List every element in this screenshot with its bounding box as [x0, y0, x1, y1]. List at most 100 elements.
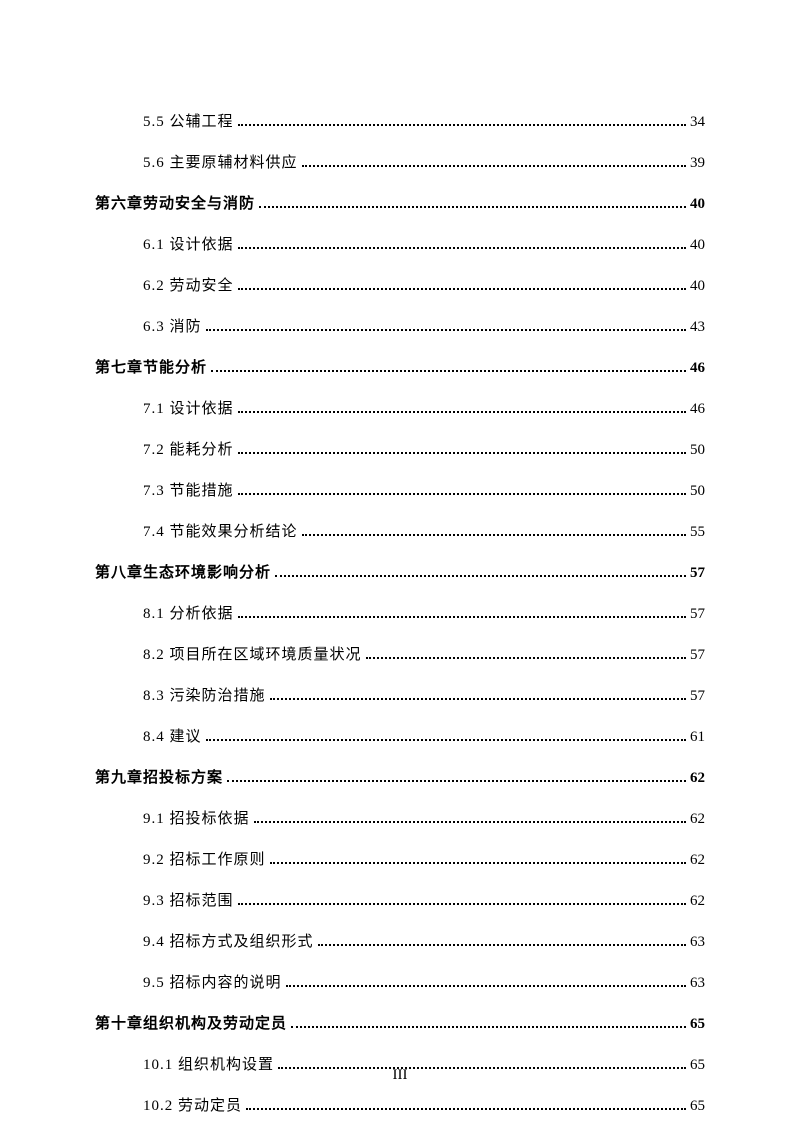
table-of-contents: 5.5 公辅工程 345.6 主要原辅材料供应 39第六章劳动安全与消防 406…: [95, 110, 705, 1118]
toc-dots: [238, 124, 686, 126]
toc-page: 63: [690, 971, 705, 995]
toc-entry: 10.1 组织机构设置 65: [143, 1053, 705, 1077]
toc-label: 8.3 污染防治措施: [143, 684, 266, 708]
toc-label: 8.1 分析依据: [143, 602, 234, 626]
toc-page: 62: [690, 766, 705, 790]
toc-label: 第九章招投标方案: [95, 766, 223, 790]
toc-page: 50: [690, 438, 705, 462]
toc-entry: 9.4 招标方式及组织形式 63: [143, 930, 705, 954]
toc-page: 34: [690, 110, 705, 134]
toc-dots: [275, 575, 686, 577]
toc-dots: [206, 739, 686, 741]
toc-page: 62: [690, 807, 705, 831]
toc-page: 65: [690, 1094, 705, 1118]
toc-dots: [270, 698, 686, 700]
toc-dots: [238, 493, 686, 495]
toc-entry: 第九章招投标方案 62: [95, 766, 705, 790]
toc-entry: 5.6 主要原辅材料供应 39: [143, 151, 705, 175]
toc-dots: [366, 657, 686, 659]
toc-label: 第七章节能分析: [95, 356, 207, 380]
toc-label: 8.2 项目所在区域环境质量状况: [143, 643, 362, 667]
toc-page: 63: [690, 930, 705, 954]
toc-dots: [238, 288, 686, 290]
toc-label: 6.3 消防: [143, 315, 202, 339]
toc-entry: 5.5 公辅工程 34: [143, 110, 705, 134]
toc-entry: 8.4 建议 61: [143, 725, 705, 749]
toc-page: 46: [690, 397, 705, 421]
toc-label: 10.2 劳动定员: [143, 1094, 242, 1118]
toc-label: 第六章劳动安全与消防: [95, 192, 255, 216]
toc-entry: 9.1 招投标依据 62: [143, 807, 705, 831]
toc-label: 9.3 招标范围: [143, 889, 234, 913]
toc-entry: 7.3 节能措施 50: [143, 479, 705, 503]
toc-page: 57: [690, 561, 705, 585]
toc-dots: [206, 329, 686, 331]
toc-label: 9.4 招标方式及组织形式: [143, 930, 314, 954]
toc-page: 57: [690, 602, 705, 626]
toc-page: 65: [690, 1012, 705, 1036]
toc-page: 43: [690, 315, 705, 339]
toc-dots: [259, 206, 686, 208]
toc-page: 62: [690, 848, 705, 872]
toc-dots: [238, 616, 686, 618]
toc-dots: [302, 534, 686, 536]
toc-dots: [278, 1067, 686, 1069]
toc-label: 9.2 招标工作原则: [143, 848, 266, 872]
toc-page: 65: [690, 1053, 705, 1077]
toc-entry: 第六章劳动安全与消防 40: [95, 192, 705, 216]
toc-label: 第十章组织机构及劳动定员: [95, 1012, 287, 1036]
toc-dots: [254, 821, 686, 823]
toc-page: 57: [690, 684, 705, 708]
toc-dots: [302, 165, 686, 167]
toc-entry: 9.5 招标内容的说明 63: [143, 971, 705, 995]
toc-page: 40: [690, 233, 705, 257]
toc-dots: [270, 862, 686, 864]
toc-dots: [227, 780, 686, 782]
toc-label: 7.1 设计依据: [143, 397, 234, 421]
toc-label: 5.5 公辅工程: [143, 110, 234, 134]
toc-page: 57: [690, 643, 705, 667]
toc-entry: 8.3 污染防治措施 57: [143, 684, 705, 708]
toc-dots: [238, 903, 686, 905]
toc-label: 8.4 建议: [143, 725, 202, 749]
toc-entry: 第七章节能分析 46: [95, 356, 705, 380]
toc-entry: 7.4 节能效果分析结论 55: [143, 520, 705, 544]
toc-label: 7.2 能耗分析: [143, 438, 234, 462]
toc-page: 61: [690, 725, 705, 749]
toc-dots: [318, 944, 686, 946]
toc-entry: 8.2 项目所在区域环境质量状况 57: [143, 643, 705, 667]
toc-entry: 6.3 消防 43: [143, 315, 705, 339]
toc-label: 10.1 组织机构设置: [143, 1053, 274, 1077]
toc-label: 9.5 招标内容的说明: [143, 971, 282, 995]
toc-entry: 第十章组织机构及劳动定员 65: [95, 1012, 705, 1036]
toc-page: 62: [690, 889, 705, 913]
toc-entry: 6.2 劳动安全 40: [143, 274, 705, 298]
toc-entry: 9.2 招标工作原则 62: [143, 848, 705, 872]
toc-dots: [286, 985, 686, 987]
toc-label: 9.1 招投标依据: [143, 807, 250, 831]
toc-label: 6.2 劳动安全: [143, 274, 234, 298]
toc-label: 第八章生态环境影响分析: [95, 561, 271, 585]
toc-entry: 7.1 设计依据 46: [143, 397, 705, 421]
toc-page: 50: [690, 479, 705, 503]
toc-page: 40: [690, 274, 705, 298]
toc-dots: [238, 411, 686, 413]
toc-dots: [238, 247, 686, 249]
toc-label: 6.1 设计依据: [143, 233, 234, 257]
toc-entry: 7.2 能耗分析 50: [143, 438, 705, 462]
toc-dots: [291, 1026, 686, 1028]
toc-dots: [246, 1108, 686, 1110]
toc-dots: [238, 452, 686, 454]
toc-label: 7.3 节能措施: [143, 479, 234, 503]
toc-entry: 9.3 招标范围 62: [143, 889, 705, 913]
toc-page: 55: [690, 520, 705, 544]
toc-page: 40: [690, 192, 705, 216]
toc-entry: 6.1 设计依据 40: [143, 233, 705, 257]
toc-dots: [211, 370, 686, 372]
toc-entry: 8.1 分析依据 57: [143, 602, 705, 626]
toc-label: 7.4 节能效果分析结论: [143, 520, 298, 544]
toc-entry: 10.2 劳动定员 65: [143, 1094, 705, 1118]
toc-page: 46: [690, 356, 705, 380]
toc-label: 5.6 主要原辅材料供应: [143, 151, 298, 175]
page-number: III: [393, 1067, 408, 1084]
